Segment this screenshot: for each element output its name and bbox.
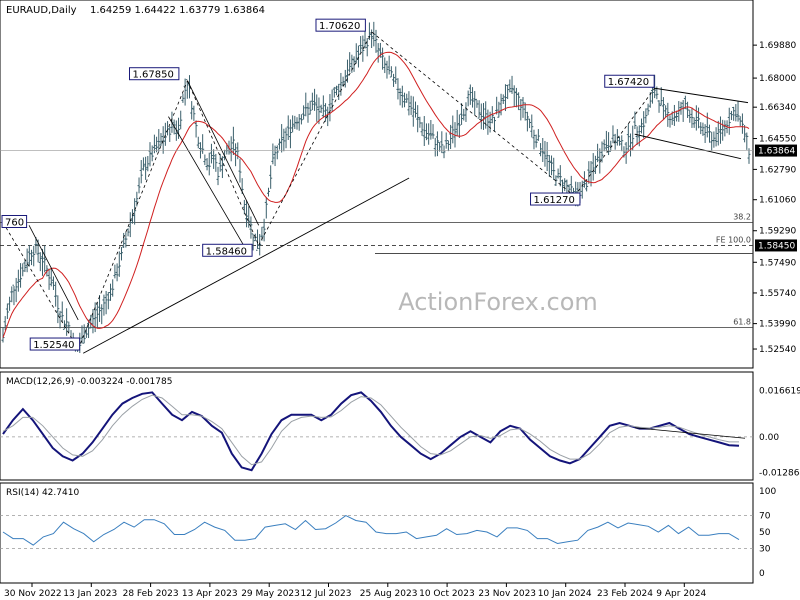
- swing-label: 1.67420: [608, 77, 649, 88]
- price-tick-label: 1.59290: [759, 227, 796, 237]
- price-tick-label: 1.69880: [759, 41, 796, 51]
- swing-label-box: [1, 214, 28, 228]
- price-tick-label: 1.53990: [759, 320, 796, 330]
- price-panel: [0, 0, 754, 369]
- date-tick-label: 29 May 2023: [241, 589, 300, 599]
- date-tick-label: 30 Nov 2022: [4, 589, 62, 599]
- chart-header-ohlc: 1.64259 1.64422 1.63779 1.63864: [90, 5, 265, 16]
- channel-line: [187, 80, 260, 226]
- current-price-tag: [755, 144, 797, 157]
- macd-trendline: [634, 427, 746, 439]
- swing-label: 1.67850: [132, 70, 173, 81]
- swing-dashed-line: [574, 88, 656, 197]
- current-price-label: 1.63864: [758, 147, 795, 157]
- date-tick-label: 10 Oct 2023: [419, 589, 475, 599]
- support-trendline: [83, 177, 410, 354]
- price-tick-label: 1.57490: [759, 258, 796, 268]
- swing-label-box: [128, 67, 180, 81]
- swing-label: 1.58460: [206, 246, 247, 257]
- date-tick-label: 12 Jul 2023: [301, 589, 352, 599]
- price-tick-label: 1.68000: [759, 74, 796, 84]
- date-tick-label: 23 Feb 2024: [597, 589, 653, 599]
- axes: 1.69880 1.68000 1.66340 1.64550 1.62790 1.610…: [4, 41, 800, 599]
- swing-label: 1.61270: [534, 195, 575, 206]
- rsi-chart: [0, 515, 753, 549]
- moving-average-line: [2, 51, 750, 338]
- level-label: 61.8: [733, 318, 751, 327]
- date-tick-label: 23 Nov 2023: [478, 589, 536, 599]
- date-tick-label: 9 Apr 2024: [656, 589, 706, 599]
- falling-channel-bottom: [634, 133, 742, 160]
- channel-line: [168, 116, 244, 246]
- swing-label: 1.52540: [33, 340, 74, 351]
- price-tick-label: 1.64550: [759, 135, 796, 145]
- watermark: ActionForex.com: [398, 288, 598, 316]
- swing-dashed-line: [258, 31, 373, 246]
- rsi-tick-label: 30: [759, 544, 771, 554]
- macd-chart: [0, 391, 753, 472]
- swing-dashed-line: [371, 31, 575, 197]
- fe-price-tag: [755, 239, 797, 252]
- chart-header-symbol: EURAUD,Daily: [6, 5, 77, 16]
- channel-line: [28, 225, 79, 321]
- macd-tick-label: 0.016619: [759, 387, 800, 397]
- swing-label-box: [29, 337, 81, 351]
- macd-panel: [0, 371, 754, 481]
- rsi-title: RSI(14) 42.7410: [6, 488, 79, 498]
- date-tick-label: 10 Jan 2024: [538, 589, 592, 599]
- swing-label: 1.70620: [319, 21, 360, 32]
- swing-label-box: [202, 243, 253, 257]
- macd-tick-label: -0.012864: [759, 469, 800, 479]
- level-label: 38.2: [733, 212, 751, 221]
- swing-dashed-line: [77, 80, 188, 350]
- swing-label-box: [530, 192, 581, 206]
- fe-price-label: 1.58450: [758, 241, 795, 251]
- swing-label-box: [315, 18, 366, 32]
- rsi-tick-label: 70: [759, 512, 771, 522]
- macd-tick-label: 0.00: [759, 433, 779, 443]
- price-tick-label: 1.61060: [759, 196, 796, 206]
- date-tick-label: 13 Jan 2023: [63, 589, 117, 599]
- rsi-tick-label: 50: [759, 528, 771, 538]
- price-chart: 38.2 FE 100.0 61.8 1.52540 1.67850 1.58460 1.7…: [0, 18, 753, 354]
- price-tick-label: 1.52540: [759, 345, 796, 355]
- date-tick-label: 25 Aug 2023: [360, 589, 418, 599]
- macd-signal-line: [2, 394, 739, 466]
- price-tick-label: 1.62790: [759, 165, 796, 175]
- rsi-tick-label: 100: [759, 487, 776, 497]
- swing-dashed-line: [2, 222, 79, 350]
- swing-label-box: [604, 74, 655, 88]
- falling-channel-top: [654, 87, 749, 104]
- date-tick-label: 13 Apr 2023: [182, 589, 238, 599]
- swing-label: 760: [5, 217, 24, 228]
- macd-line: [2, 391, 740, 472]
- rsi-panel: [0, 482, 754, 584]
- date-tick-label: 28 Feb 2023: [123, 589, 179, 599]
- level-label: FE 100.0: [716, 235, 751, 244]
- price-tick-label: 1.66340: [759, 103, 796, 113]
- macd-title: MACD(12,26,9) -0.003224 -0.001785: [6, 377, 172, 387]
- rsi-line: [2, 515, 740, 546]
- price-tick-label: 1.55740: [759, 289, 796, 299]
- rsi-tick-label: 0: [759, 569, 765, 579]
